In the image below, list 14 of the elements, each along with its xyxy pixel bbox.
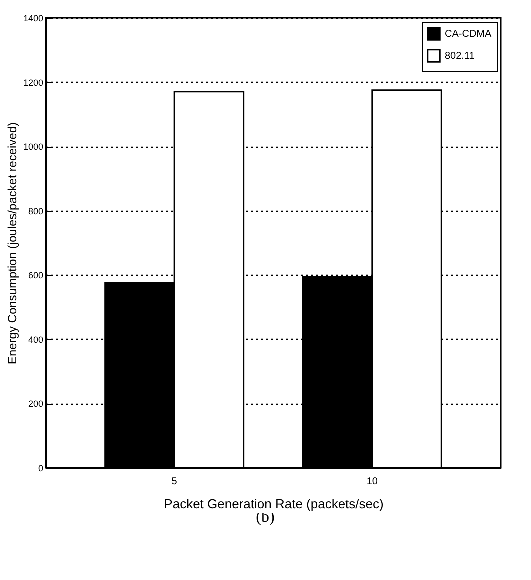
y-tick-label: 1200	[23, 78, 44, 88]
y-tick-label: 200	[28, 399, 44, 410]
y-axis-title: Energy Consumption (joules/packet received)	[5, 122, 20, 365]
y-tick-label: 1000	[23, 142, 44, 152]
y-tick-label: 600	[28, 270, 44, 281]
x-tick-label: 5	[172, 476, 178, 488]
x-tick-label: 10	[366, 476, 378, 488]
legend-label: CA-CDMA	[445, 29, 492, 40]
legend-label: 802.11	[445, 51, 476, 62]
y-tick-label: 1400	[23, 14, 44, 24]
y-tick-label: 800	[28, 206, 44, 216]
y-tick-label: 400	[28, 334, 44, 345]
x-axis-title: Packet Generation Rate (packets/sec)	[164, 496, 384, 512]
y-tick-label: 0	[38, 464, 44, 474]
